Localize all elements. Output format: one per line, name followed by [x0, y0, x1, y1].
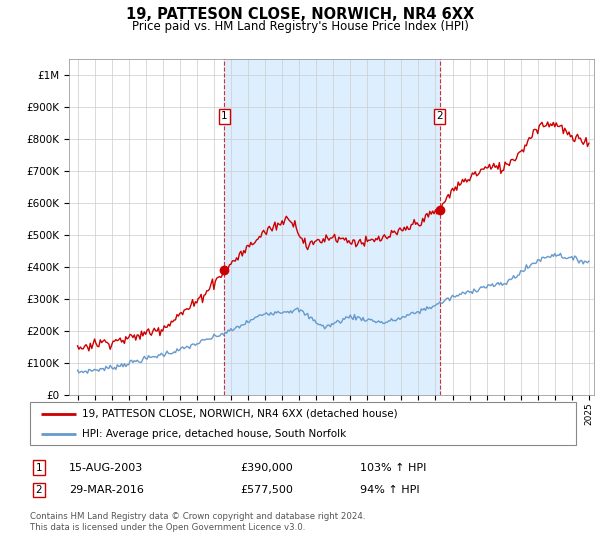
Text: Price paid vs. HM Land Registry's House Price Index (HPI): Price paid vs. HM Land Registry's House … [131, 20, 469, 32]
Text: 15-AUG-2003: 15-AUG-2003 [69, 463, 143, 473]
Text: Contains HM Land Registry data © Crown copyright and database right 2024.
This d: Contains HM Land Registry data © Crown c… [30, 512, 365, 532]
Text: 1: 1 [221, 111, 228, 122]
Bar [224, 59, 440, 395]
Text: 19, PATTESON CLOSE, NORWICH, NR4 6XX (detached house): 19, PATTESON CLOSE, NORWICH, NR4 6XX (de… [82, 409, 397, 419]
Text: 19, PATTESON CLOSE, NORWICH, NR4 6XX: 19, PATTESON CLOSE, NORWICH, NR4 6XX [126, 7, 474, 22]
Text: HPI: Average price, detached house, South Norfolk: HPI: Average price, detached house, Sout… [82, 428, 346, 438]
Text: £577,500: £577,500 [240, 485, 293, 495]
Text: 94% ↑ HPI: 94% ↑ HPI [360, 485, 419, 495]
Text: £390,000: £390,000 [240, 463, 293, 473]
Text: 103% ↑ HPI: 103% ↑ HPI [360, 463, 427, 473]
Text: 2: 2 [35, 485, 43, 495]
Text: 29-MAR-2016: 29-MAR-2016 [69, 485, 144, 495]
Text: 2: 2 [436, 111, 443, 122]
FancyBboxPatch shape [30, 402, 576, 445]
Text: 1: 1 [35, 463, 43, 473]
